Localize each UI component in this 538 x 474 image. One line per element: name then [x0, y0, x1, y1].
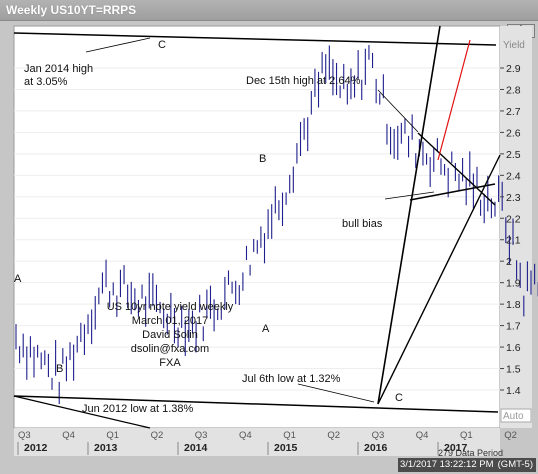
y-tick-label: 1.7 [506, 321, 521, 333]
jul6-pointer [297, 383, 375, 403]
status-timezone: (GMT-5) [497, 459, 533, 470]
jun2012-low-line [13, 395, 151, 429]
annotation-info-block: March 01, 2017 [132, 315, 208, 327]
x-quarter-label: Q2 [327, 430, 340, 441]
x-quarter-label: Q2 [504, 430, 517, 441]
x-year-label: 2013 [94, 442, 118, 454]
upper-resistance-line [13, 32, 497, 46]
plot-area [13, 25, 501, 429]
y-tick-label: 1.8 [506, 299, 521, 311]
y-tick-label: 2.6 [506, 127, 521, 139]
dec15-pointer [377, 89, 419, 133]
y-tick-label: 1.4 [506, 385, 521, 397]
y-tick-label: 2.5 [506, 149, 521, 161]
window-titlebar: Weekly US10YT=RRPS [0, 0, 538, 21]
x-quarter-label: Q1 [283, 430, 296, 441]
y-tick-label: 2.1 [506, 235, 521, 247]
y-tick-label: 2.8 [506, 84, 521, 96]
x-quarter-label: Q4 [239, 430, 252, 441]
bull-bias-pointer [384, 191, 435, 200]
grid [14, 67, 500, 391]
annotation-info-block: US 10yr note yield weekly [107, 301, 234, 313]
y-tick-label: 1.5 [506, 364, 521, 376]
x-year-label: 2015 [274, 442, 298, 454]
annotation-jul6-low: Jul 6th low at 1.32% [242, 373, 341, 385]
annotation-jan2014-high: Jan 2014 high [24, 63, 93, 75]
y-tick-label: 2.3 [506, 192, 521, 204]
x-quarter-label: Q1 [106, 430, 119, 441]
x-quarter-label: Q3 [18, 430, 31, 441]
auto-scale-label: Auto [503, 411, 524, 422]
wave-label: A [262, 323, 270, 335]
x-quarter-label: Q1 [460, 430, 473, 441]
x-quarter-label: Q2 [151, 430, 164, 441]
y-tick-label: 1.9 [506, 278, 521, 290]
y-tick-label: 2 [506, 256, 512, 268]
data-period: 279 Data Period [438, 448, 504, 458]
wave-label: C [158, 39, 166, 51]
y-tick-label: 1.6 [506, 342, 521, 354]
wave-label: B [259, 153, 266, 165]
x-quarter-label: Q4 [416, 430, 429, 441]
triangle-upper-line [417, 132, 496, 206]
status-time: 3/1/2017 13:22:12 PM [400, 459, 494, 470]
bull-projection-line [437, 39, 471, 161]
triangle-lower-line [409, 183, 496, 201]
y-tick-label: 2.4 [506, 170, 521, 182]
y-tick-label: 2.9 [506, 63, 521, 75]
x-axis-panel [14, 428, 500, 456]
y-axis-labels: Yield 2.9 2.8 2.7 2.6 2.5 2.4 2.3 2.2 2.1 2 1.9 1.8 1… [500, 40, 532, 423]
wave-label: C [395, 392, 403, 404]
annotation-info-block: David Solin [142, 329, 198, 341]
wave-label: A [14, 273, 22, 285]
candles [15, 45, 538, 405]
x-year-label: 2012 [24, 442, 48, 454]
x-quarter-label: Q3 [372, 430, 385, 441]
x-year-label: 2014 [184, 442, 208, 454]
jan2014-pointer [85, 37, 151, 53]
lower-support-line [13, 395, 499, 413]
x-quarter-label: Q3 [195, 430, 208, 441]
annotation-info-block: dsolin@fxa.com [131, 343, 209, 355]
wave-label: B [56, 363, 63, 375]
annotation-bull-bias: bull bias [342, 218, 383, 230]
steep-uptrend-line [377, 25, 441, 405]
x-year-label: 2016 [364, 442, 388, 454]
x-axis-labels: Q3Q4Q1Q2Q3Q4Q1Q2Q3Q4Q1Q2Q3Q4Q1Q2Q3Q4Q1Q2… [17, 430, 517, 455]
annotation-info-block: FXA [159, 357, 181, 369]
annotation-jun2012-low: Jun 2012 low at 1.38% [82, 403, 194, 415]
annotation-jan2014-high: at 3.05% [24, 76, 68, 88]
auto-scale-box [500, 408, 532, 423]
annotation-dec15-high: Dec 15th high at 2.64% [246, 75, 361, 87]
y-axis-title: Yield [503, 40, 525, 51]
status-bar: 3/1/2017 13:22:12 PM (GMT-5) [398, 458, 536, 472]
shallow-uptrend-line [377, 154, 501, 405]
trend-lines [13, 25, 501, 429]
x-year-label: 2017 [444, 442, 468, 454]
x-quarter-label: Q4 [62, 430, 75, 441]
y-tick-label: 2.7 [506, 106, 521, 118]
chart-title: Weekly US10YT=RRPS [6, 3, 137, 17]
y-tick-label: 2.2 [506, 213, 521, 225]
